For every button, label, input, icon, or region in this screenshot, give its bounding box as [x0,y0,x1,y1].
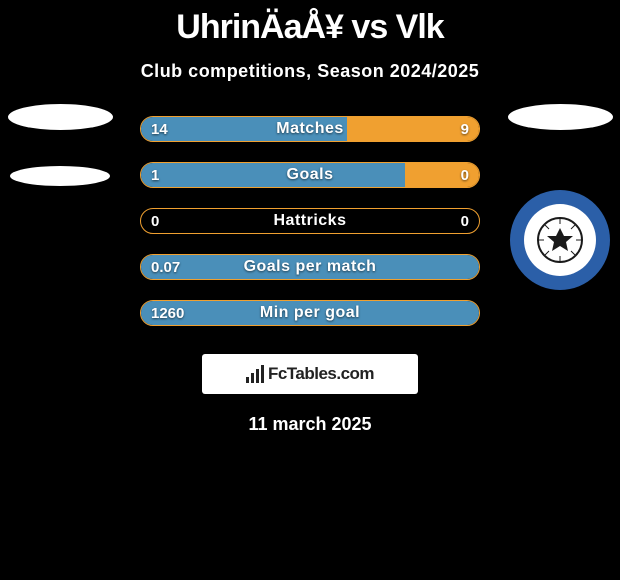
date-label: 11 march 2025 [0,414,620,435]
avatar-placeholder-icon [508,104,613,130]
player-right-avatar [500,104,620,290]
watermark: FcTables.com [202,354,418,394]
player-left-avatar [0,104,120,186]
stat-label: Goals per match [141,255,479,279]
stat-bars: 149Matches 10Goals 00Hattricks 0.07Goals pe… [140,116,480,326]
stat-label: Min per goal [141,301,479,325]
club-crest-icon [510,190,610,290]
page-title: UhrinÄaÅ¥ vs Vlk [0,0,620,47]
bar-chart-icon [246,365,264,383]
stat-bar: 149Matches [140,116,480,142]
stat-label: Hattricks [141,209,479,233]
stat-label: Goals [141,163,479,187]
stat-bar: 0.07Goals per match [140,254,480,280]
avatar-placeholder-icon [10,166,110,186]
stat-bar: 1260Min per goal [140,300,480,326]
stat-label: Matches [141,117,479,141]
stat-bar: 00Hattricks [140,208,480,234]
comparison-chart: 149Matches 10Goals 00Hattricks 0.07Goals pe… [0,116,620,326]
avatar-placeholder-icon [8,104,113,130]
stat-bar: 10Goals [140,162,480,188]
watermark-text: FcTables.com [268,364,374,384]
subtitle: Club competitions, Season 2024/2025 [0,61,620,82]
